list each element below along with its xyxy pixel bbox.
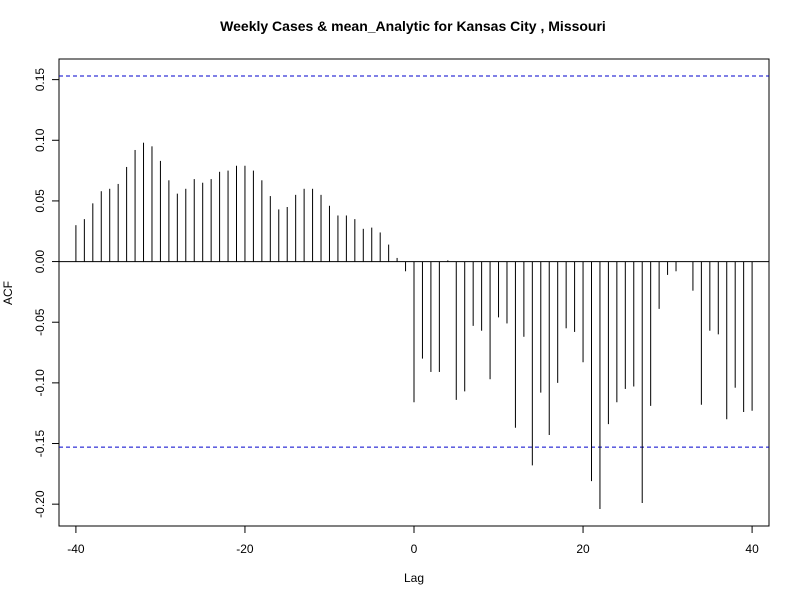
acf-bars (75, 142, 753, 510)
y-tick-label: 0.15 (33, 68, 47, 92)
y-tick-label: -0.15 (33, 430, 47, 458)
x-tick-label: 0 (411, 542, 418, 556)
y-tick-label: 0.10 (33, 128, 47, 152)
y-tick-label: -0.10 (33, 369, 47, 397)
x-tick-label: -40 (67, 542, 85, 556)
y-axis: -0.20 -0.15 -0.10 -0.05 0.00 0.05 0.10 0.15 (33, 68, 59, 518)
x-tick-label: 20 (576, 542, 590, 556)
x-tick-label: -20 (236, 542, 254, 556)
y-tick-label: 0.05 (33, 189, 47, 213)
y-tick-label: -0.20 (33, 490, 47, 518)
chart-title: Weekly Cases & mean_Analytic for Kansas … (220, 18, 606, 34)
x-tick-label: 40 (745, 542, 759, 556)
y-tick-label: 0.00 (33, 250, 47, 274)
x-axis: -40 -20 0 20 40 (67, 526, 759, 556)
y-tick-label: -0.05 (33, 308, 47, 336)
x-axis-title: Lag (404, 571, 424, 585)
y-axis-title: ACF (1, 281, 15, 305)
